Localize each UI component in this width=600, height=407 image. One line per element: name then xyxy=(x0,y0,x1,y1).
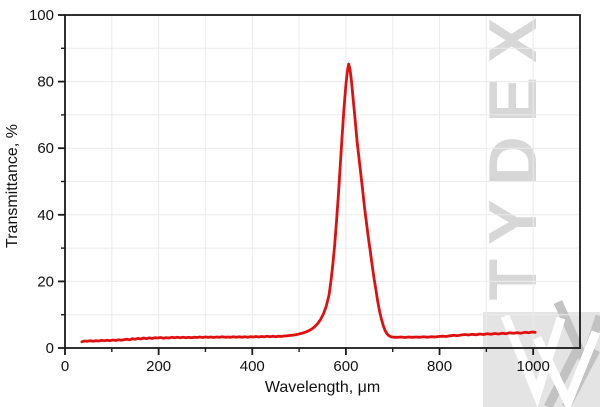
y-tick-label: 20 xyxy=(37,273,54,290)
x-tick-label: 600 xyxy=(333,358,358,375)
x-tick-label: 0 xyxy=(61,358,69,375)
transmittance-curve xyxy=(80,62,537,344)
x-tick-label: 1000 xyxy=(516,358,549,375)
y-tick-label: 40 xyxy=(37,207,54,224)
logo-w-stroke xyxy=(500,314,566,407)
x-tick-label: 800 xyxy=(427,358,452,375)
y-tick-label: 80 xyxy=(37,74,54,91)
y-tick-label: 0 xyxy=(46,340,54,357)
y-tick-label: 60 xyxy=(37,140,54,157)
logo-w-stroke xyxy=(543,345,583,407)
y-axis-title: Transmittance, % xyxy=(4,124,21,248)
x-tick-label: 200 xyxy=(146,358,171,375)
x-tick-label: 400 xyxy=(240,358,265,375)
logo-w-stroke xyxy=(532,330,600,407)
y-tick-label: 100 xyxy=(29,7,54,24)
x-axis-title: Wavelength, μm xyxy=(264,379,381,396)
